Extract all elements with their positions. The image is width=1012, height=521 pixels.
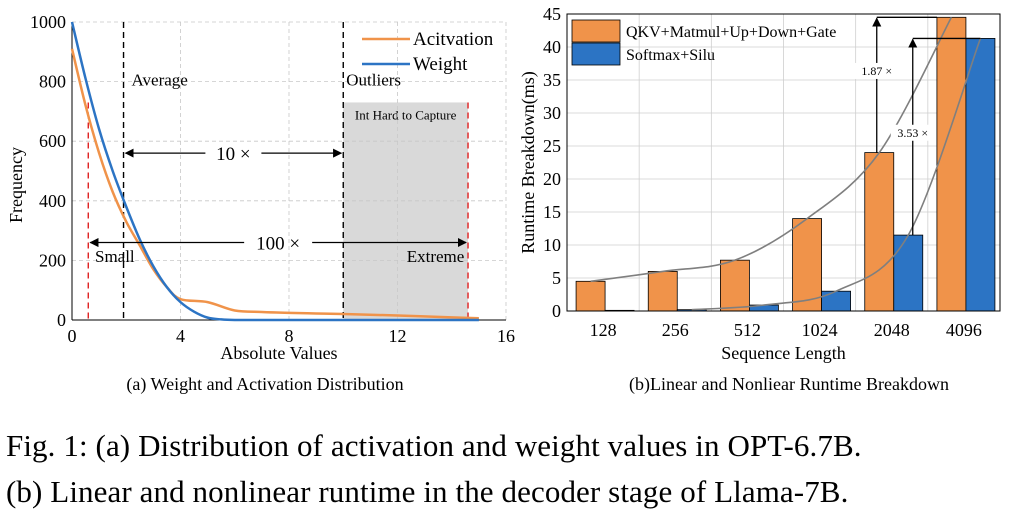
a-shaded-region-label: Int Hard to Capture: [355, 107, 457, 122]
b-plot-frame: [566, 13, 1001, 312]
a-vline-label-average: Average: [132, 71, 188, 90]
b-trend-line-nonlinear: [691, 38, 982, 311]
b-bar-linear-128: [575, 280, 606, 312]
a-annotation-100x: 100 ×: [256, 234, 300, 255]
b-legend-swatch-nonlinear: [571, 42, 621, 66]
b-x-tick-512: 512: [734, 320, 761, 340]
b-subcaption: (b)Linear and Nonliear Runtime Breakdown: [629, 374, 949, 395]
figure-caption-line-1: Fig. 1: (a) Distribution of activation a…: [6, 428, 862, 463]
a-annotation-small: Small: [95, 247, 135, 266]
b-bar-linear-2048: [864, 152, 895, 312]
b-x-tick-128: 128: [590, 320, 617, 340]
a-subcaption: (a) Weight and Activation Distribution: [126, 374, 403, 395]
a-x-tick-4: 16: [497, 326, 515, 346]
b-bar-nonlinear-4096: [965, 38, 996, 312]
b-y-tick-labels: 0 5 10 15 20 25 30 35 40 45: [543, 4, 561, 321]
b-y-tick-0: 0: [552, 301, 561, 321]
b-y-tick-4: 20: [543, 169, 561, 189]
b-x-tick-1024: 1024: [802, 320, 838, 340]
a-y-tick-3: 600: [39, 131, 66, 151]
b-y-tick-1: 5: [552, 268, 561, 288]
a-vline-label-outliers: Outliers: [346, 71, 401, 90]
b-y-tick-6: 30: [543, 103, 561, 123]
a-y-tick-0: 0: [57, 310, 66, 330]
a-series-line-activation: [70, 48, 479, 320]
b-y-tick-9: 45: [543, 4, 561, 24]
a-annotation-10x: 10 ×: [216, 144, 250, 165]
b-legend: QKV+Matmul+Up+Down+Gate Softmax+Silu: [571, 19, 836, 66]
a-y-tick-labels: 0 200 400 600 800 1000: [30, 12, 66, 330]
a-x-tick-labels: 0 4 8 12 16: [68, 326, 516, 346]
figure-caption-line-2: (b) Linear and nonlinear runtime in the …: [6, 474, 849, 509]
a-x-tick-3: 12: [389, 326, 407, 346]
b-legend-label-nonlinear: Softmax+Silu: [626, 47, 715, 64]
a-vertical-lines: [87, 22, 469, 320]
b-annotation-1.87x: 1.87 ×: [861, 64, 892, 78]
b-bars: [575, 16, 996, 312]
a-y-tick-5: 1000: [30, 12, 66, 32]
a-annotation-extreme: Extreme: [407, 247, 465, 266]
a-y-axis-label: Frequency: [6, 147, 26, 223]
b-x-tick-2048: 2048: [874, 320, 910, 340]
a-annotations: 10 × 100 × Small Extreme: [89, 144, 467, 266]
b-legend-label-linear: QKV+Matmul+Up+Down+Gate: [626, 24, 836, 41]
a-series-line-weight: [70, 21, 479, 322]
b-y-axis-label: Runtime Breakdown(ms): [518, 71, 539, 253]
b-bar-linear-4096: [936, 16, 967, 312]
a-grid: [72, 21, 507, 320]
b-annotations: 1.87 × 3.53 ×: [854, 16, 981, 236]
chart-a-weight-activation-distribution: Int Hard to Capture 0 4 8 12 16 0 200 400 600 80…: [6, 12, 515, 395]
b-bar-linear-512: [720, 259, 750, 312]
chart-b-runtime-breakdown: 128 256 512 1024 2048 4096 0 5 10 15 20 25 30 35 40 45…: [518, 4, 1001, 395]
b-annotation-3.53x-bg: [890, 124, 935, 141]
b-y-tick-7: 35: [543, 70, 561, 90]
b-y-tick-3: 15: [543, 202, 561, 222]
b-x-axis-label: Sequence Length: [721, 343, 845, 363]
b-y-tick-2: 10: [543, 235, 561, 255]
b-bar-nonlinear-1024: [821, 290, 851, 312]
b-legend-swatch-linear: [571, 19, 621, 43]
b-annotation-1.87x-bg: [854, 62, 899, 79]
a-y-tick-4: 800: [39, 72, 66, 92]
b-x-tick-labels: 128 256 512 1024 2048 4096: [590, 320, 982, 340]
a-legend: Acitvation Weight: [362, 29, 494, 75]
a-vline-labels: Average Outliers: [132, 71, 401, 90]
a-x-axis-label: Absolute Values: [220, 343, 337, 363]
a-x-tick-0: 0: [68, 326, 77, 346]
a-legend-label-weight: Weight: [413, 54, 468, 75]
a-legend-label-activation: Acitvation: [413, 29, 494, 50]
a-y-tick-2: 400: [39, 191, 66, 211]
a-x-tick-1: 4: [176, 326, 185, 346]
a-x-tick-2: 8: [285, 326, 294, 346]
b-trend-line-linear: [590, 16, 953, 283]
a-shaded-region-int-hard: [343, 102, 469, 321]
a-y-tick-1: 200: [39, 250, 66, 270]
b-y-tick-8: 40: [543, 37, 561, 57]
b-bar-linear-1024: [792, 218, 822, 312]
b-bar-nonlinear-2048: [893, 234, 924, 312]
b-grid: [567, 14, 1000, 311]
b-annotation-3.53x: 3.53 ×: [897, 126, 928, 140]
b-bar-linear-256: [647, 270, 678, 312]
b-x-tick-4096: 4096: [946, 320, 982, 340]
b-y-tick-5: 25: [543, 136, 561, 156]
b-x-tick-256: 256: [662, 320, 689, 340]
